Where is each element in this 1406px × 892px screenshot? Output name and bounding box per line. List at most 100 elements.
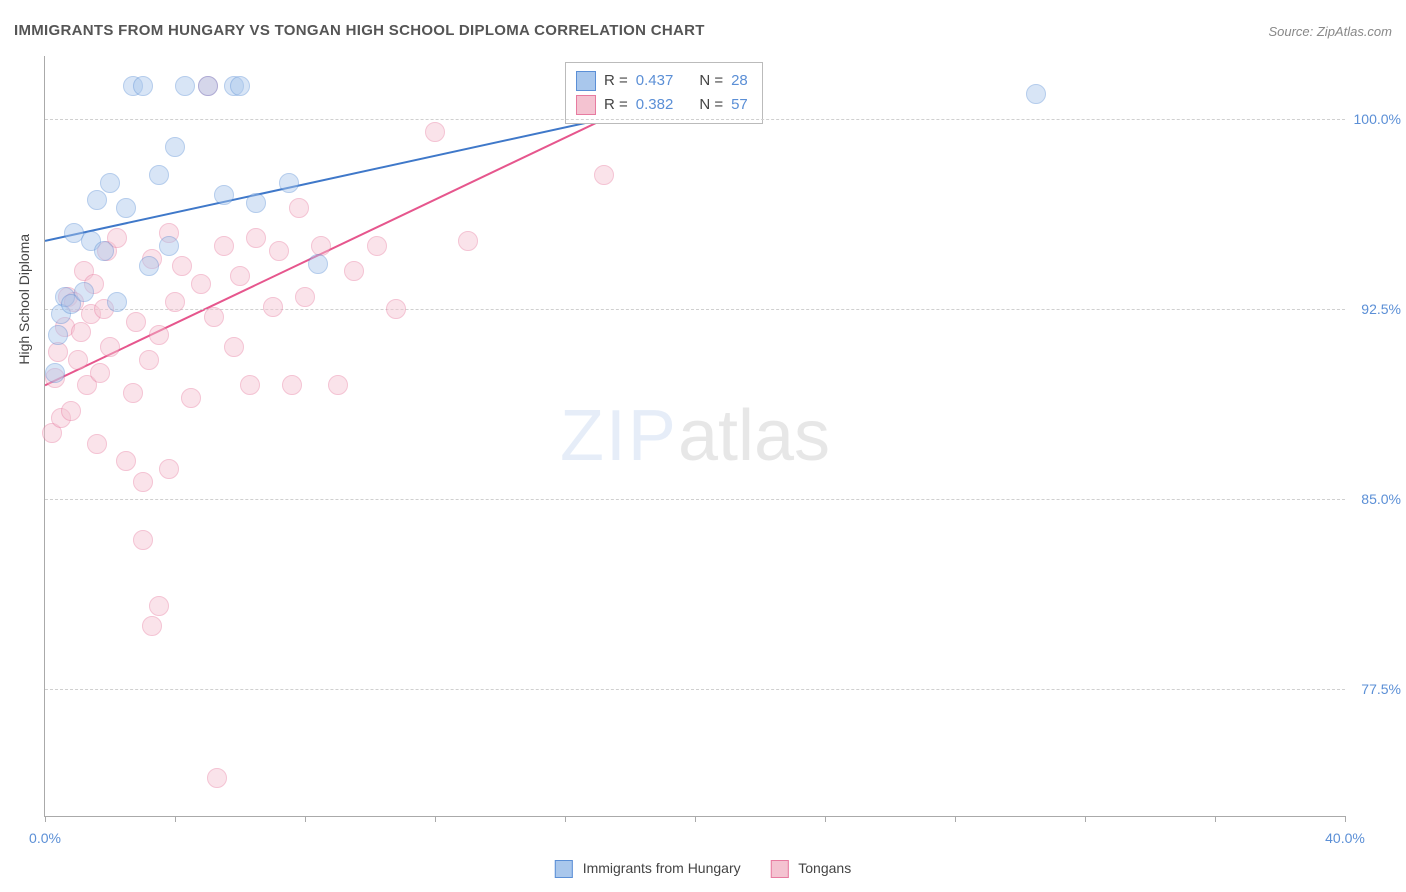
stats-row-b: R = 0.382 N = 57 bbox=[576, 93, 748, 117]
scatter-point-a bbox=[133, 76, 153, 96]
scatter-point-b bbox=[295, 287, 315, 307]
scatter-point-b bbox=[328, 375, 348, 395]
scatter-point-b bbox=[386, 299, 406, 319]
source-label: Source: ZipAtlas.com bbox=[1268, 24, 1392, 39]
scatter-point-b bbox=[246, 228, 266, 248]
y-axis-label: High School Diploma bbox=[16, 234, 32, 365]
gridline bbox=[45, 119, 1345, 120]
scatter-point-b bbox=[142, 616, 162, 636]
stats-r-label: R = bbox=[604, 93, 628, 117]
scatter-point-b bbox=[133, 530, 153, 550]
scatter-point-b bbox=[594, 165, 614, 185]
scatter-point-a bbox=[175, 76, 195, 96]
scatter-point-a bbox=[94, 241, 114, 261]
scatter-point-b bbox=[123, 383, 143, 403]
xtick-label: 0.0% bbox=[29, 830, 61, 846]
xtick bbox=[825, 816, 826, 822]
scatter-point-b bbox=[214, 236, 234, 256]
scatter-point-b bbox=[149, 596, 169, 616]
legend-swatch-b bbox=[771, 860, 789, 878]
ytick-label: 100.0% bbox=[1354, 111, 1401, 127]
scatter-point-b bbox=[87, 434, 107, 454]
scatter-point-b bbox=[240, 375, 260, 395]
scatter-point-b bbox=[181, 388, 201, 408]
scatter-point-a bbox=[1026, 84, 1046, 104]
scatter-point-a bbox=[246, 193, 266, 213]
scatter-point-b bbox=[126, 312, 146, 332]
xtick bbox=[955, 816, 956, 822]
scatter-point-a bbox=[308, 254, 328, 274]
stats-row-a: R = 0.437 N = 28 bbox=[576, 69, 748, 93]
scatter-point-b bbox=[207, 768, 227, 788]
legend-item-b: Tongans bbox=[771, 860, 852, 878]
scatter-point-b bbox=[282, 375, 302, 395]
xtick bbox=[1215, 816, 1216, 822]
scatter-point-b bbox=[367, 236, 387, 256]
stats-r-value-b: 0.382 bbox=[636, 93, 674, 117]
scatter-point-a bbox=[100, 173, 120, 193]
scatter-point-a bbox=[48, 325, 68, 345]
chart-plot-area: ZIPatlas R = 0.437 N = 28 R = 0.382 N = … bbox=[44, 56, 1345, 817]
ytick-label: 92.5% bbox=[1361, 301, 1401, 317]
scatter-point-a bbox=[279, 173, 299, 193]
scatter-point-b bbox=[263, 297, 283, 317]
stats-n-value-b: 57 bbox=[731, 93, 748, 117]
scatter-point-a bbox=[107, 292, 127, 312]
ytick-label: 85.0% bbox=[1361, 491, 1401, 507]
scatter-point-b bbox=[61, 401, 81, 421]
watermark-zip: ZIP bbox=[560, 396, 678, 476]
scatter-point-a bbox=[87, 190, 107, 210]
stats-n-label: N = bbox=[699, 93, 723, 117]
xtick bbox=[1345, 816, 1346, 822]
scatter-point-b bbox=[224, 337, 244, 357]
scatter-point-b bbox=[139, 350, 159, 370]
xtick bbox=[305, 816, 306, 822]
watermark: ZIPatlas bbox=[560, 395, 830, 477]
stats-legend-box: R = 0.437 N = 28 R = 0.382 N = 57 bbox=[565, 62, 763, 124]
stats-r-value-a: 0.437 bbox=[636, 69, 674, 93]
scatter-point-b bbox=[230, 266, 250, 286]
legend-item-a: Immigrants from Hungary bbox=[555, 860, 741, 878]
scatter-point-b bbox=[191, 274, 211, 294]
scatter-point-a bbox=[198, 76, 218, 96]
watermark-atlas: atlas bbox=[678, 396, 830, 476]
scatter-point-a bbox=[45, 363, 65, 383]
scatter-point-b bbox=[90, 363, 110, 383]
scatter-point-b bbox=[165, 292, 185, 312]
scatter-point-b bbox=[133, 472, 153, 492]
scatter-point-a bbox=[149, 165, 169, 185]
gridline bbox=[45, 689, 1345, 690]
scatter-point-b bbox=[48, 342, 68, 362]
scatter-point-a bbox=[165, 137, 185, 157]
scatter-point-b bbox=[68, 350, 88, 370]
scatter-point-b bbox=[458, 231, 478, 251]
scatter-point-a bbox=[214, 185, 234, 205]
legend-swatch-a bbox=[555, 860, 573, 878]
stats-n-label: N = bbox=[699, 69, 723, 93]
scatter-point-a bbox=[116, 198, 136, 218]
source-link[interactable]: ZipAtlas.com bbox=[1317, 24, 1392, 39]
scatter-point-b bbox=[100, 337, 120, 357]
stats-n-value-a: 28 bbox=[731, 69, 748, 93]
scatter-point-b bbox=[172, 256, 192, 276]
scatter-point-b bbox=[204, 307, 224, 327]
swatch-series-a bbox=[576, 71, 596, 91]
scatter-point-a bbox=[74, 282, 94, 302]
scatter-point-b bbox=[159, 459, 179, 479]
scatter-point-b bbox=[149, 325, 169, 345]
scatter-point-a bbox=[230, 76, 250, 96]
legend-label-b: Tongans bbox=[798, 860, 851, 876]
gridline bbox=[45, 499, 1345, 500]
legend-label-a: Immigrants from Hungary bbox=[583, 860, 741, 876]
scatter-point-a bbox=[159, 236, 179, 256]
source-prefix: Source: bbox=[1268, 24, 1316, 39]
bottom-legend: Immigrants from Hungary Tongans bbox=[555, 860, 851, 878]
xtick bbox=[45, 816, 46, 822]
gridline bbox=[45, 309, 1345, 310]
scatter-point-b bbox=[425, 122, 445, 142]
swatch-series-b bbox=[576, 95, 596, 115]
stats-r-label: R = bbox=[604, 69, 628, 93]
scatter-point-b bbox=[311, 236, 331, 256]
scatter-point-b bbox=[344, 261, 364, 281]
scatter-point-b bbox=[116, 451, 136, 471]
